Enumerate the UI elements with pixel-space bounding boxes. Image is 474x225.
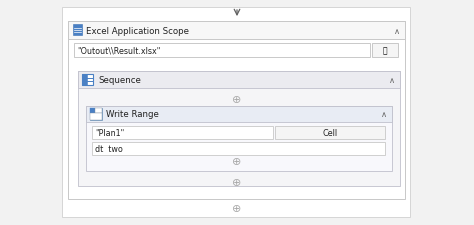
Bar	[92, 126, 273, 139]
Bar	[275, 126, 385, 139]
Bar	[95, 108, 102, 113]
Bar	[92, 142, 385, 155]
Bar	[73, 25, 82, 36]
Text: "Plan1": "Plan1"	[95, 128, 124, 137]
Bar	[90, 108, 102, 120]
Text: ⊕: ⊕	[232, 177, 242, 187]
Bar	[90, 113, 102, 120]
Text: Sequence: Sequence	[98, 76, 141, 85]
Bar	[78, 72, 400, 89]
Bar	[68, 22, 405, 40]
Bar	[86, 106, 392, 122]
Text: ∧: ∧	[394, 26, 400, 35]
Bar	[62, 8, 410, 217]
Text: "Outout\\Result.xlsx": "Outout\\Result.xlsx"	[77, 46, 160, 55]
Text: ∧: ∧	[381, 110, 387, 119]
Text: Excel Application Scope: Excel Application Scope	[86, 26, 189, 35]
Text: Cell: Cell	[322, 128, 337, 137]
Text: ⊕: ⊕	[232, 156, 242, 166]
Text: ⊕: ⊕	[232, 94, 242, 105]
Text: Write Range: Write Range	[106, 110, 159, 119]
Bar	[82, 75, 87, 86]
Text: 📁: 📁	[383, 46, 387, 55]
Bar	[372, 44, 398, 58]
Text: dt  two: dt two	[95, 144, 123, 153]
Bar	[90, 108, 95, 113]
Bar	[78, 72, 400, 186]
Bar	[74, 44, 370, 58]
Bar	[68, 22, 405, 199]
Bar	[82, 75, 93, 86]
Text: ∧: ∧	[389, 76, 395, 85]
Bar	[86, 106, 392, 171]
Text: ⊕: ⊕	[232, 203, 242, 213]
